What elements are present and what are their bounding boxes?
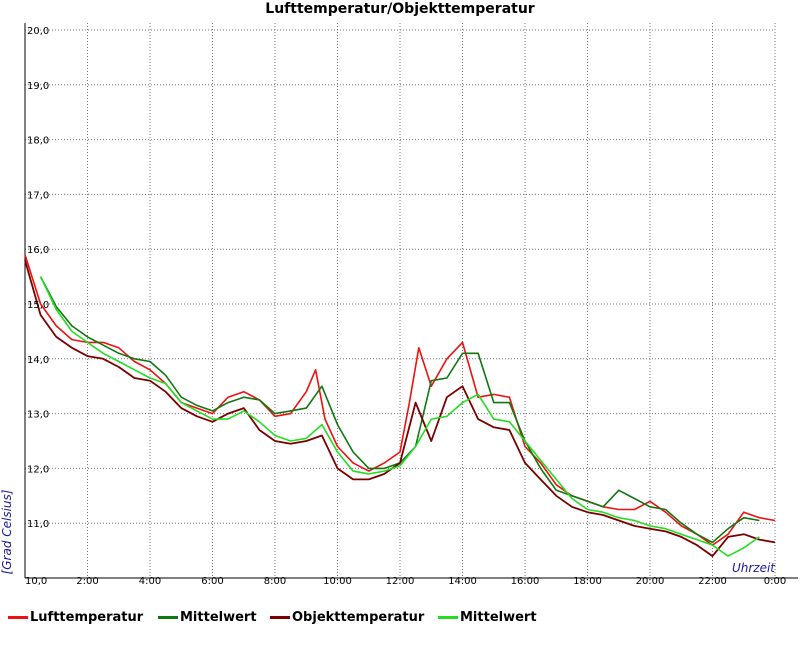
x-tick-label: 4:00 xyxy=(139,576,161,587)
legend-label: Mittelwert xyxy=(180,609,257,625)
x-tick-label: 8:00 xyxy=(264,576,286,587)
x-tick-label: 2:00 xyxy=(76,576,98,587)
y-tick-label: 12,0 xyxy=(27,464,49,475)
legend-item: Lufttemperatur xyxy=(8,607,143,627)
series-line-4 xyxy=(39,276,760,557)
y-tick-label: 15,0 xyxy=(27,300,49,311)
series-line-1 xyxy=(24,254,776,546)
y-tick-label: 20,0 xyxy=(27,26,49,37)
x-tick-label: 0:00 xyxy=(764,576,786,587)
y-tick-label: 18,0 xyxy=(27,136,49,147)
x-tick-label: 20:00 xyxy=(636,576,665,587)
y-tick-label: 16,0 xyxy=(27,245,49,256)
y-tick-label: 19,0 xyxy=(27,81,49,92)
legend-label: Lufttemperatur xyxy=(30,609,144,625)
chart-title: Lufttemperatur/Objekttemperatur xyxy=(265,1,535,17)
y-tick-label: 11,0 xyxy=(27,519,49,530)
legend-swatch xyxy=(270,615,290,619)
x-tick-label: 12:00 xyxy=(386,576,415,587)
y-tick-label: 13,0 xyxy=(27,410,49,421)
legend-label: Objekttemperatur xyxy=(292,609,425,625)
legend: Lufttemperatur Mittelwert Objekttemperatur… xyxy=(8,607,768,627)
x-tick-label: 14:00 xyxy=(448,576,477,587)
grid-lines xyxy=(24,23,776,578)
series-lines xyxy=(24,254,776,557)
x-tick-label: 22:00 xyxy=(698,576,727,587)
x-tick-label: 18:00 xyxy=(573,576,602,587)
x-tick-label: 16:00 xyxy=(511,576,540,587)
y-tick-label: 17,0 xyxy=(27,190,49,201)
x-axis-label: Uhrzeit xyxy=(732,561,776,575)
legend-swatch xyxy=(158,615,178,619)
legend-item: Objekttemperatur xyxy=(270,607,424,627)
y-axis-label: [Grad Celsius] xyxy=(0,489,14,574)
legend-label: Mittelwert xyxy=(460,609,537,625)
axes xyxy=(24,23,798,579)
legend-swatch xyxy=(438,615,458,619)
legend-swatch xyxy=(8,615,28,619)
legend-item: Mittelwert xyxy=(158,607,257,627)
y-tick-label: 14,0 xyxy=(27,355,49,366)
x-tick-label: 6:00 xyxy=(201,576,223,587)
tick-labels: 20,0 19,0 18,0 17,0 16,0 15,0 14,0 13,0 12,0 11,0… xyxy=(25,26,786,587)
x-tick-label: 10:00 xyxy=(323,576,352,587)
series-line-3 xyxy=(24,259,776,557)
legend-item: Mittelwert xyxy=(438,607,537,627)
x-tick-label: 10,0 xyxy=(25,576,47,587)
